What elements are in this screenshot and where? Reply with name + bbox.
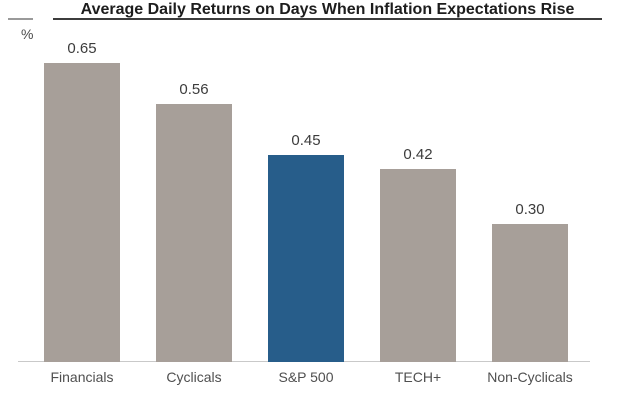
value-label-tech: 0.42 bbox=[403, 146, 433, 163]
bar-cyclicals bbox=[156, 104, 232, 362]
y-axis-unit-label: % bbox=[21, 26, 34, 42]
bar-s-p-500 bbox=[268, 155, 344, 362]
category-label-non-cyclicals: Non-Cyclicals bbox=[487, 369, 573, 385]
bar-non-cyclicals bbox=[492, 224, 568, 362]
value-label-cyclicals: 0.56 bbox=[179, 81, 209, 98]
category-label-financials: Financials bbox=[50, 369, 114, 385]
value-label-financials: 0.65 bbox=[67, 40, 97, 57]
category-label-tech: TECH+ bbox=[394, 369, 442, 385]
chart-title: Average Daily Returns on Days When Infla… bbox=[80, 1, 575, 18]
value-label-non-cyclicals: 0.30 bbox=[515, 201, 545, 218]
category-label-cyclicals: Cyclicals bbox=[166, 369, 222, 385]
title-underline-rule bbox=[53, 18, 602, 20]
category-label-s-p-500: S&P 500 bbox=[278, 369, 334, 385]
bar-financials bbox=[44, 63, 120, 362]
value-label-s-p-500: 0.45 bbox=[291, 132, 321, 149]
bar-tech bbox=[380, 169, 456, 362]
corner-dash-rule bbox=[8, 18, 33, 20]
